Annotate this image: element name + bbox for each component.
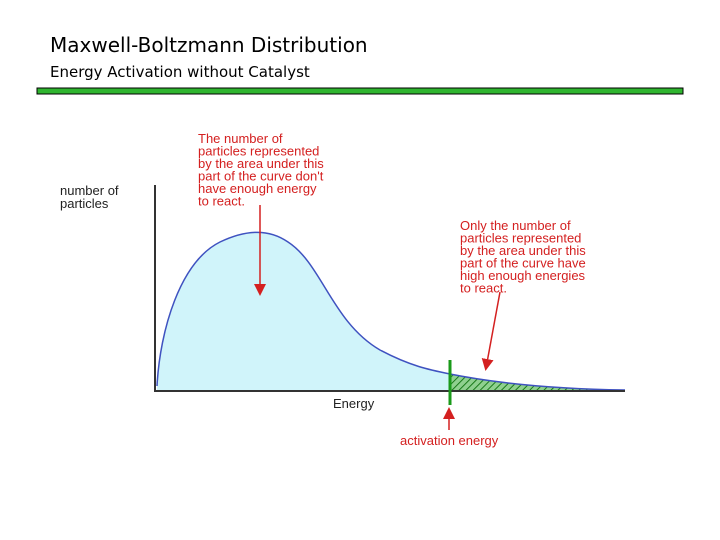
annotation-line: Only the number of — [460, 218, 571, 233]
annotation-line: The number of — [198, 131, 283, 146]
annotation-line: to react. — [198, 194, 245, 209]
y-axis-label: particles — [60, 196, 109, 211]
x-axis-label: Energy — [333, 396, 375, 411]
distribution-diagram: number of particles Energy activation en… — [60, 131, 626, 448]
annotation-line: particles represented — [460, 231, 581, 246]
reacting-area — [450, 374, 625, 390]
area-under-curve — [157, 232, 625, 390]
activation-label: activation energy — [400, 433, 499, 448]
annotation-line: high enough energies — [460, 268, 586, 283]
subtitle: Energy Activation without Catalyst — [50, 63, 310, 81]
arrow — [481, 291, 501, 371]
annotation-line: to react. — [460, 281, 507, 296]
divider-bar — [36, 87, 684, 95]
annotation-line: part of the curve don't — [198, 169, 324, 184]
annotation-line: by the area under this — [198, 156, 324, 171]
y-axis-label: number of — [60, 183, 119, 198]
annotation-line: part of the curve have — [460, 256, 586, 271]
annotation-line: by the area under this — [460, 243, 586, 258]
annotation-line: have enough energy — [198, 181, 317, 196]
title: Maxwell-Boltzmann Distribution — [50, 33, 368, 57]
curve — [156, 231, 626, 391]
annotation-line: particles represented — [198, 144, 319, 159]
